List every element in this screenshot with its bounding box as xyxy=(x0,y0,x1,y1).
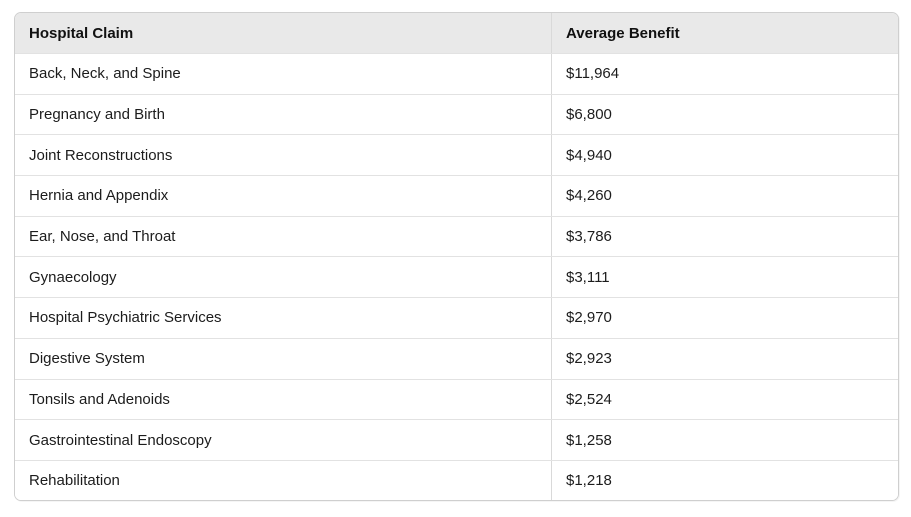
benefit-cell: $4,940 xyxy=(566,146,612,164)
column-header-hospital-claim: Hospital Claim xyxy=(15,13,552,53)
claim-cell: Rehabilitation xyxy=(15,460,552,500)
claim-cell: Joint Reconstructions xyxy=(15,135,552,176)
column-header-average-benefit: Average Benefit xyxy=(566,24,680,42)
table-row: Gastrointestinal Endoscopy $1,258 xyxy=(15,419,898,460)
claim-cell: Tonsils and Adenoids xyxy=(15,379,552,420)
benefit-cell: $4,260 xyxy=(566,187,612,205)
hospital-benefits-table: Hospital Claim Average Benefit Back, Nec… xyxy=(14,12,899,501)
table-row: Joint Reconstructions $4,940 xyxy=(15,134,898,176)
benefit-cell: $2,923 xyxy=(566,350,612,368)
table-row: Pregnancy and Birth $6,800 xyxy=(15,93,898,135)
benefit-cell: $2,970 xyxy=(566,309,612,327)
benefit-cell: $2,524 xyxy=(566,390,612,408)
benefit-cell: $1,218 xyxy=(566,472,612,490)
benefit-cell: $6,800 xyxy=(566,106,612,124)
benefit-cell: $3,786 xyxy=(566,228,612,246)
table-row: Back, Neck, and Spine $11,964 xyxy=(15,53,898,94)
claim-cell: Hernia and Appendix xyxy=(15,176,552,216)
table-row: Tonsils and Adenoids $2,524 xyxy=(15,378,898,420)
benefit-cell: $11,964 xyxy=(566,65,620,83)
benefit-cell: $1,258 xyxy=(566,431,612,449)
claim-cell: Back, Neck, and Spine xyxy=(15,54,552,94)
table-row: Ear, Nose, and Throat $3,786 xyxy=(15,215,898,257)
table-row: Hospital Psychiatric Services $2,970 xyxy=(15,297,898,338)
table-header-row: Hospital Claim Average Benefit xyxy=(15,13,898,53)
table-row: Digestive System $2,923 xyxy=(15,337,898,379)
table-row: Gynaecology $3,111 xyxy=(15,256,898,298)
claim-cell: Pregnancy and Birth xyxy=(15,94,552,135)
claim-cell: Digestive System xyxy=(15,338,552,379)
table-row: Hernia and Appendix $4,260 xyxy=(15,175,898,216)
table-row: Rehabilitation $1,218 xyxy=(15,459,898,500)
claim-cell: Hospital Psychiatric Services xyxy=(15,298,552,338)
benefit-cell: $3,111 xyxy=(566,268,610,286)
claim-cell: Gynaecology xyxy=(15,257,552,298)
claim-cell: Gastrointestinal Endoscopy xyxy=(15,420,552,460)
claim-cell: Ear, Nose, and Throat xyxy=(15,216,552,257)
